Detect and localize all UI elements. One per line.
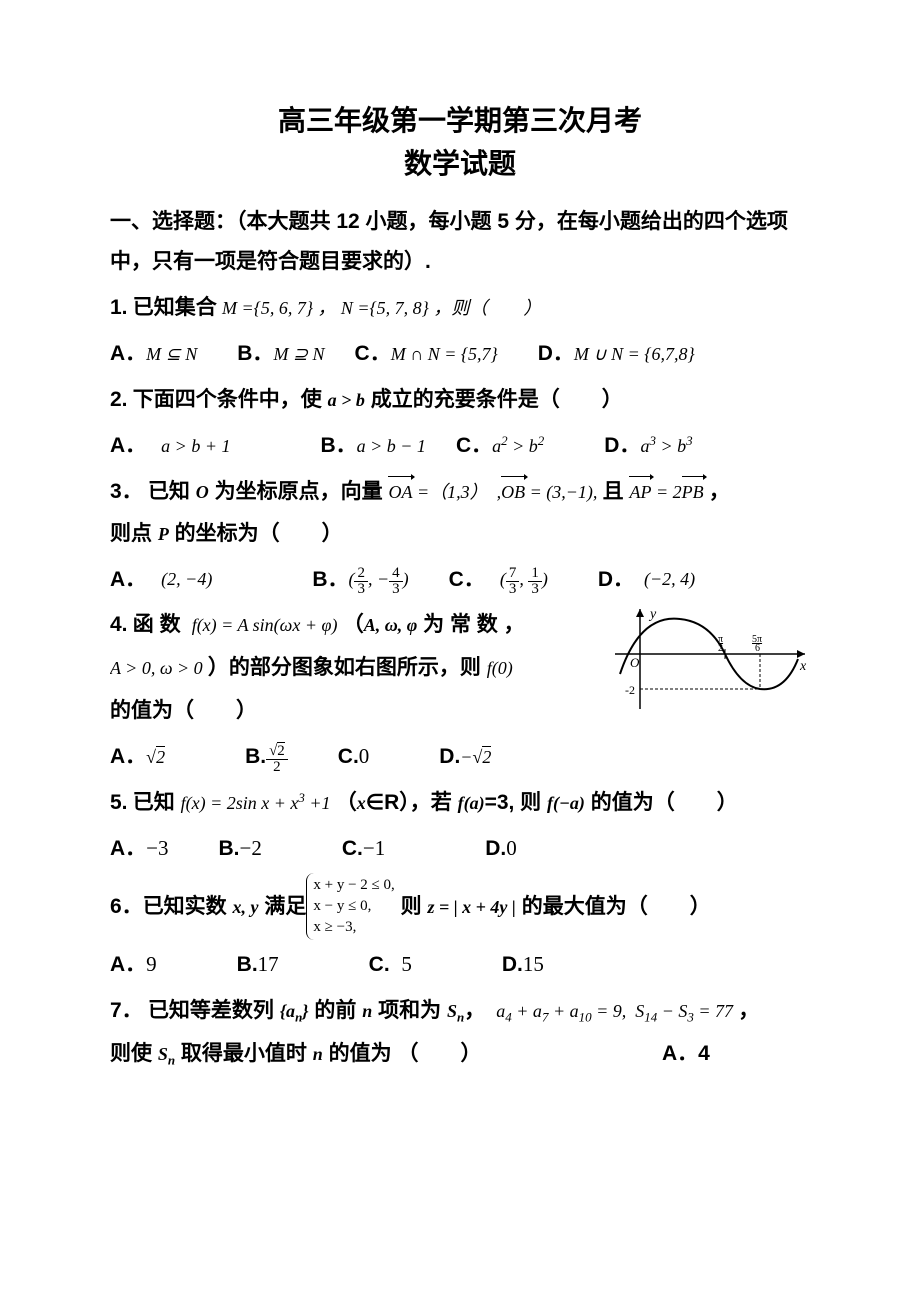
q7-num: 7． (110, 999, 143, 1022)
q1-C: M ∩ N = {5,7} (391, 337, 498, 371)
q2-D: a3 > b3 (640, 429, 692, 463)
page-title: 高三年级第一学期第三次月考 (110, 100, 810, 142)
q1-text: 已知集合 (133, 296, 217, 319)
q6-A: 9 (146, 945, 157, 985)
q2-num: 2. (110, 388, 128, 411)
q6-num: 6． (110, 886, 143, 928)
question-7: 7． 已知等差数列 {an} 的前 n 项和为 Sn， a4 + a7 + a1… (110, 989, 810, 1075)
q2-B: a > b − 1 (357, 429, 426, 463)
q1-num: 1. (110, 296, 128, 319)
q3-options: A． (2, −4) B． (23, −43) C． (73, 13) D． (… (110, 560, 810, 600)
q1-options: A． M ⊆ N B． M ⊇ N C． M ∩ N = {5,7} D． M … (110, 334, 810, 374)
q4-cond: A > 0, ω > 0 (110, 658, 203, 678)
q6-D: 15 (523, 945, 544, 985)
question-6: 6． 已知实数 x, y 满足 x + y − 2 ≤ 0, x − y ≤ 0… (110, 873, 810, 940)
q3-D: (−2, 4) (644, 562, 695, 596)
q3-C: (73, 13) (500, 562, 548, 596)
q4-A: √2 (146, 740, 165, 774)
q5-B: −2 (240, 829, 262, 869)
section-header: 一、选择题：（本大题共 12 小题，每小题 5 分，在每小题给出的四个选项中，只… (110, 202, 810, 282)
q5-options: A． −3 B. −2 C. −1 D. 0 (110, 829, 810, 869)
q6-C: 5 (401, 945, 412, 985)
question-4: 4. 函 数 f(x) = A sin(ωx + φ) （A, ω, φ 为 常… (110, 603, 810, 732)
question-2: 2. 下面四个条件中，使 a > b 成立的充要条件是（ ） (110, 378, 810, 421)
q4-options: A． √2 B. √22 C. 0 D. −√2 (110, 737, 810, 777)
q5-C: −1 (363, 829, 385, 869)
q7-cond: a4 + a7 + a10 = 9, S14 − S3 = 77 (496, 1001, 733, 1021)
q4-C: 0 (359, 737, 370, 777)
q2-A: a > b + 1 (161, 429, 230, 463)
q5-A: −3 (146, 829, 168, 869)
q3-num: 3． (110, 480, 143, 503)
q4-fx: f(x) = A sin(ωx + φ) (192, 615, 338, 635)
q5-D: 0 (506, 829, 517, 869)
question-1: 1. 已知集合 M ={5, 6, 7} ， N ={5, 7, 8} ，则（ … (110, 286, 810, 329)
q1-setM: M ={5, 6, 7} ， (222, 298, 336, 318)
q5-num: 5. (110, 791, 128, 814)
q2-C: a2 > b2 (492, 429, 544, 463)
q1-A: M ⊆ N (146, 337, 197, 371)
q3-A: (2, −4) (161, 562, 212, 596)
q2-options: A． a > b + 1 B． a > b − 1 C． a2 > b2 D． … (110, 426, 810, 466)
q1-setN: N ={5, 7, 8} ，则（ ） (341, 298, 542, 318)
q5-fx: f(x) = 2sin x + x3 +1 (181, 793, 331, 813)
q1-B: M ⊇ N (273, 337, 324, 371)
question-5: 5. 已知 f(x) = 2sin x + x3 +1 （x∈R），若 f(a)… (110, 781, 810, 824)
q6-cases: x + y − 2 ≤ 0, x − y ≤ 0, x ≥ −3, (306, 873, 394, 940)
q2-text: 下面四个条件中，使 a > b 成立的充要条件是（ ） (133, 388, 623, 411)
page-subtitle: 数学试题 (110, 142, 810, 182)
question-3: 3． 已知 O 为坐标原点，向量 OA =（1,3） ,OB = (3,−1),… (110, 470, 810, 555)
q7-A: A．4 (662, 1042, 710, 1065)
q4-num: 4. (110, 613, 128, 636)
q6-B: 17 (258, 945, 279, 985)
q3-B: (23, −43) (348, 562, 408, 596)
q6-options: A． 9 B. 17 C. 5 D. 15 (110, 945, 810, 985)
q4-D: −√2 (460, 740, 491, 774)
q1-D: M ∪ N = {6,7,8} (574, 337, 695, 371)
q4-B: √22 (266, 740, 288, 774)
